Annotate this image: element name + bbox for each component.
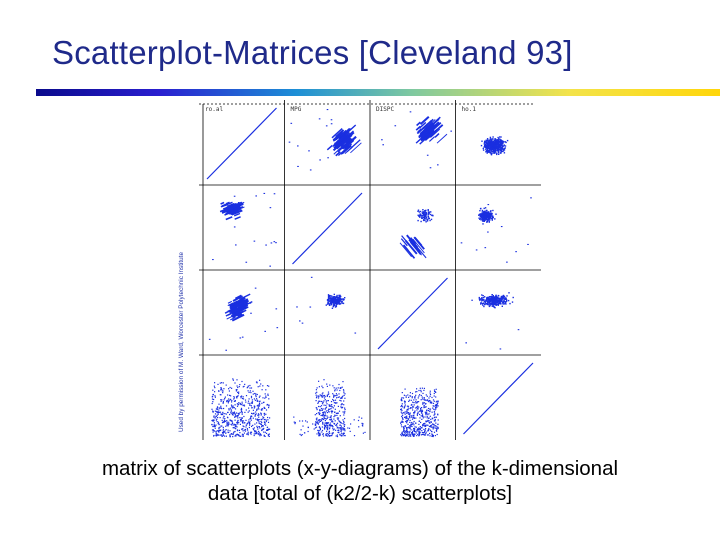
scatter-cell-r1-c3 <box>381 111 452 169</box>
slide-title: Scatterplot-Matrices [Cleveland 93] <box>52 34 573 71</box>
scatter-cell-r4-c2 <box>293 379 366 438</box>
caption-line-1: matrix of scatterplots (x-y-diagrams) of… <box>101 457 619 480</box>
scatter-cell-r3-c1 <box>208 287 279 351</box>
scatter-cell-r1-c1 <box>206 107 277 180</box>
scatter-cell-r2-c3 <box>399 209 434 259</box>
scatter-cell-r2-c1 <box>212 192 277 267</box>
scatter-cell-r4-c4 <box>463 362 534 435</box>
cell-header-label: MPG <box>291 106 302 113</box>
scatter-cell-r1-c4 <box>480 136 509 156</box>
title-gradient-rule <box>36 89 720 96</box>
cell-header-label: ho.1 <box>462 106 477 113</box>
scatter-cell-r4-c3 <box>400 387 439 438</box>
cell-header-label: DISPC <box>376 106 394 113</box>
matrix-gridlines <box>199 100 541 440</box>
scatter-cell-r4-c1 <box>211 378 271 438</box>
scatter-cell-r3-c2 <box>296 276 357 334</box>
scatter-cell-r3-c4 <box>465 292 520 350</box>
scatter-cell-r3-c3 <box>377 277 448 350</box>
scatterplot-matrix: ro.al MPG DISPC ho.1 <box>199 100 541 440</box>
scatter-cell-r1-c2 <box>288 109 362 171</box>
caption-line-2: data [total of (k2/2-k) scatterplots] <box>207 482 513 505</box>
cell-header-label: ro.al <box>205 106 223 113</box>
scatter-cell-r2-c4 <box>460 197 532 263</box>
slide-caption: matrix of scatterplots (x-y-diagrams) of… <box>0 456 720 506</box>
scatter-cell-r2-c2 <box>292 192 363 265</box>
permission-credit: Used by permission of M. Ward, Worcester… <box>178 251 185 432</box>
matrix-cells <box>206 107 534 438</box>
matrix-cell-labels: ro.al MPG DISPC ho.1 <box>205 106 476 113</box>
